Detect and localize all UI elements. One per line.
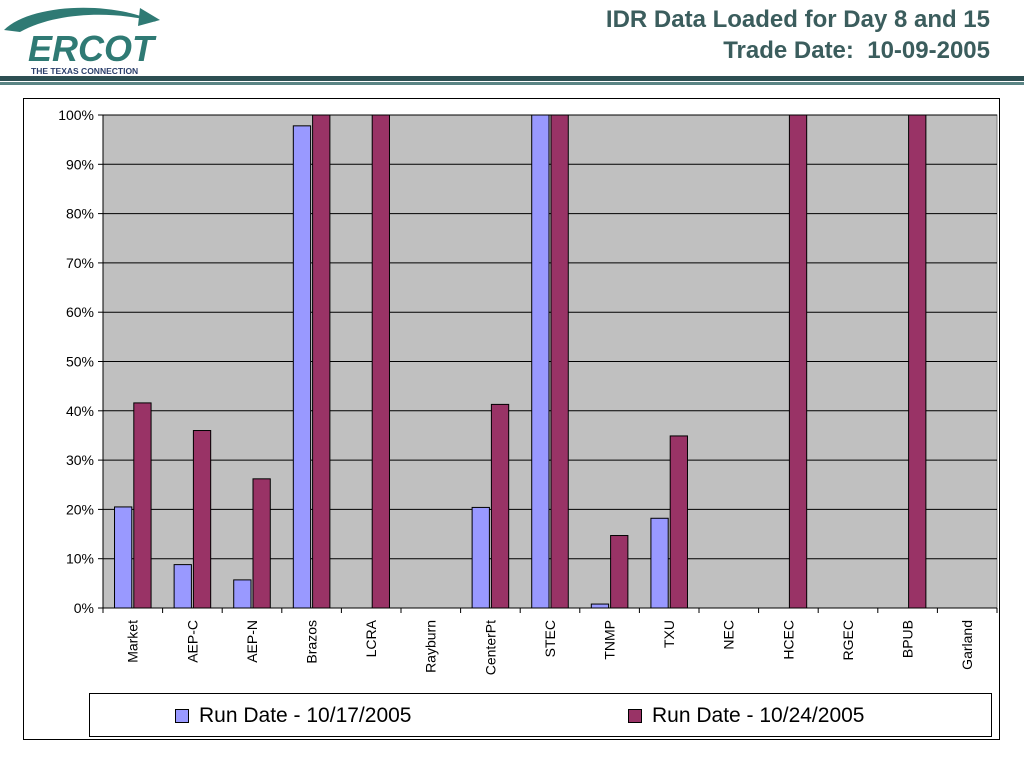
bar-series-1	[531, 114, 550, 609]
header-divider	[0, 76, 1024, 81]
bar-series-1	[292, 125, 312, 609]
x-tick-label: AEP-C	[184, 620, 200, 663]
bar-series-1	[471, 506, 490, 609]
bar-series-2	[133, 402, 152, 609]
y-tick-label: 70%	[66, 255, 94, 271]
bar-series-2	[192, 430, 212, 609]
x-tick-label: Brazos	[304, 620, 320, 664]
bar-series-2	[490, 403, 510, 609]
y-tick-label: 100%	[58, 107, 94, 123]
legend-label-series-2: Run Date - 10/24/2005	[652, 704, 865, 727]
chart-frame: 0% 10% 20% 30% 40% 50% 60% 70% 80% 90% 100% Market A…	[23, 98, 1000, 740]
ercot-logo: ERCOT THE TEXAS CONNECTION	[4, 7, 160, 76]
y-tick-label: 10%	[66, 551, 94, 567]
x-tick-label: HCEC	[780, 620, 796, 660]
y-tick-label: 20%	[66, 501, 94, 517]
x-tick-label: Market	[125, 620, 141, 663]
legend-label-series-1: Run Date - 10/17/2005	[199, 704, 412, 727]
x-tick-label: LCRA	[363, 619, 379, 657]
x-tick-label: RGEC	[840, 620, 856, 660]
bar-series-2	[550, 114, 569, 609]
y-tick-label: 90%	[66, 156, 94, 172]
x-tick-label: STEC	[542, 620, 558, 657]
x-tick-label: CenterPt	[482, 620, 498, 675]
y-tick-label: 50%	[66, 354, 94, 370]
x-tick-label: NEC	[721, 620, 737, 650]
logo-text: ERCOT	[28, 28, 157, 69]
bar-chart: 0% 10% 20% 30% 40% 50% 60% 70% 80% 90% 100% Market A…	[58, 107, 998, 675]
bar-series-1	[233, 579, 252, 609]
legend-item-series-2: Run Date - 10/24/2005	[628, 704, 864, 728]
x-tick-label: Garland	[959, 620, 975, 670]
bar-series-2	[371, 114, 390, 609]
bar-series-2	[252, 478, 271, 609]
logo-tagline: THE TEXAS CONNECTION	[31, 66, 138, 76]
bar-series-1	[650, 517, 669, 609]
bar-series-1	[173, 564, 192, 609]
legend-item-series-1: Run Date - 10/17/2005	[175, 704, 411, 728]
legend-swatch-series-1	[175, 709, 189, 723]
bar-series-2	[312, 114, 331, 609]
x-tick-label: TNMP	[602, 620, 618, 660]
bar-series-2	[669, 435, 688, 609]
header-divider-accent	[0, 82, 1024, 85]
x-tick-label: TXU	[661, 620, 677, 648]
x-tick-label: Rayburn	[423, 620, 439, 673]
y-tick-label: 0%	[74, 600, 94, 616]
bar-series-2	[788, 114, 808, 609]
legend-swatch-series-2	[628, 709, 642, 723]
y-tick-label: 60%	[66, 304, 94, 320]
x-tick-label: BPUB	[900, 620, 916, 658]
y-tick-label: 40%	[66, 403, 94, 419]
y-tick-label: 30%	[66, 452, 94, 468]
x-tick-label: AEP-N	[244, 620, 260, 663]
bar-series-1	[114, 506, 133, 609]
chart-legend: Run Date - 10/17/2005 Run Date - 10/24/2…	[89, 693, 992, 737]
bar-series-2	[908, 114, 927, 609]
bar-series-1	[590, 603, 610, 609]
bar-series-2	[610, 535, 629, 609]
slide-title: IDR Data Loaded for Day 8 and 15 Trade D…	[605, 6, 990, 64]
y-tick-label: 80%	[66, 206, 94, 222]
slide-header: ERCOT THE TEXAS CONNECTION IDR Data Load…	[0, 0, 1024, 80]
